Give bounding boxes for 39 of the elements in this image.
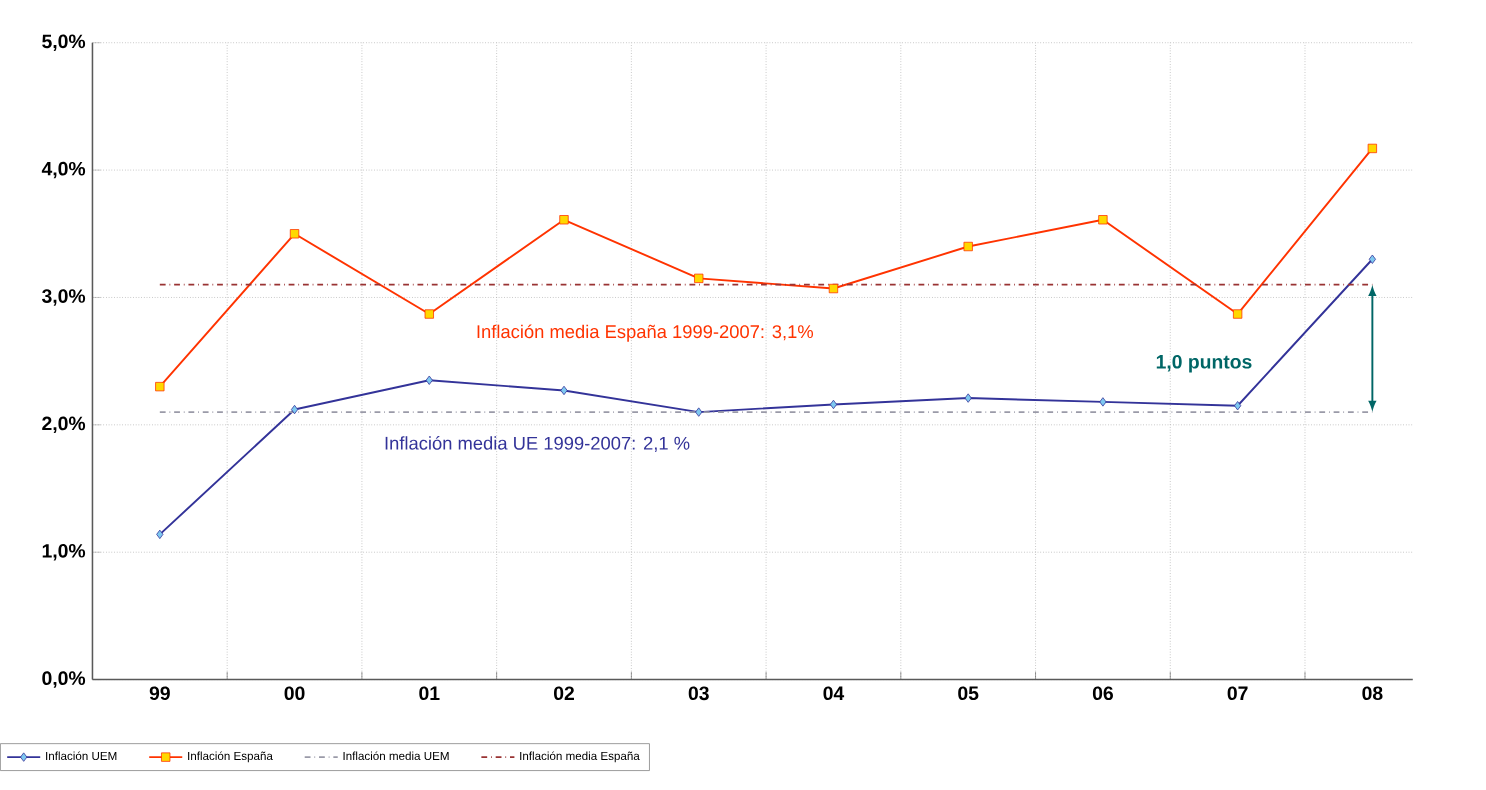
point <box>829 399 838 409</box>
y-tick-label: 0,0% <box>42 671 86 688</box>
point <box>1367 143 1378 153</box>
x-tick-label: 00 <box>284 686 305 700</box>
point <box>1234 400 1242 411</box>
x-tick-label: 06 <box>1092 686 1113 700</box>
point <box>1099 397 1107 407</box>
annotation: 1,0 puntos <box>1156 354 1252 373</box>
x-tick-label: 04 <box>823 686 845 700</box>
x-tick-label: 07 <box>1227 686 1248 700</box>
point <box>289 229 300 239</box>
point <box>1098 214 1108 225</box>
point <box>290 404 299 415</box>
point <box>559 214 569 225</box>
x-tick-label: 01 <box>419 686 440 700</box>
point <box>424 309 434 319</box>
point <box>964 393 972 403</box>
point <box>155 381 165 392</box>
x-tick-label: 99 <box>149 686 170 700</box>
y-tick-label: 1,0% <box>42 543 86 561</box>
x-tick-label: 03 <box>688 686 709 700</box>
x-tick-label: 08 <box>1362 686 1383 700</box>
annotation: Inflación media España 1999-2007: 3,1% <box>477 324 814 342</box>
point <box>963 241 973 252</box>
point <box>695 407 703 417</box>
annotation: Inflación media UE 1999-2007: 2,1 % <box>385 435 690 452</box>
point <box>1232 309 1243 319</box>
y-tick-label: 5,0% <box>42 34 86 51</box>
y-tick-label: 4,0% <box>41 161 86 179</box>
point <box>694 273 704 283</box>
point <box>156 529 164 539</box>
point <box>1368 254 1376 264</box>
point <box>425 375 433 385</box>
y-tick-label: 3,0% <box>41 289 86 306</box>
point <box>560 385 568 395</box>
x-tick-label: 05 <box>958 686 979 700</box>
x-tick-label: 02 <box>554 686 574 700</box>
point <box>828 283 839 294</box>
y-tick-label: 2,0% <box>42 416 86 433</box>
